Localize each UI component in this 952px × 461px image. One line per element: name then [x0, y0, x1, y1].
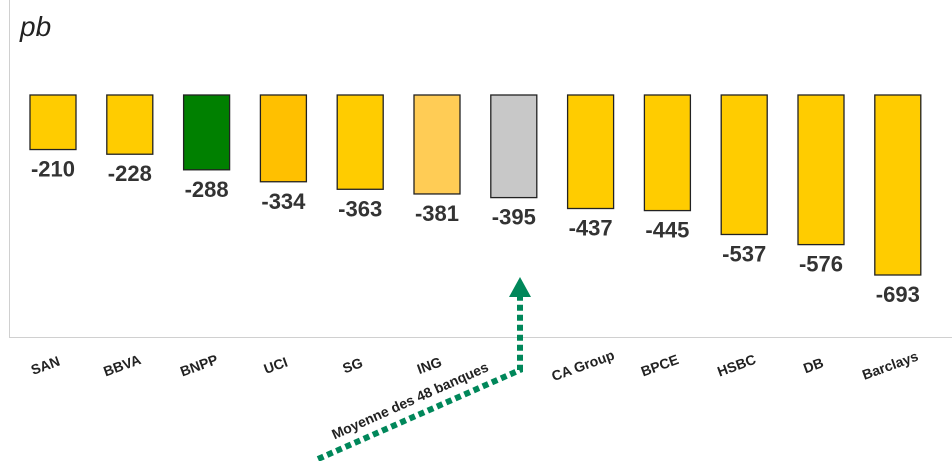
value-label-6: -395	[492, 205, 536, 230]
annotation-arrow-line	[316, 296, 523, 461]
value-label-8: -445	[645, 218, 689, 243]
value-label-5: -381	[415, 201, 459, 226]
annotation-arrow-head	[509, 277, 531, 297]
plot-area-frame	[9, 0, 952, 338]
value-labels: -210 -228 -288 -334 -363 -381 -395 -437 -445 -537…	[31, 157, 920, 307]
bar-0	[29, 94, 77, 151]
bar-11	[874, 94, 922, 276]
unit-label: pb	[19, 11, 51, 42]
category-label-9: HSBC	[715, 351, 758, 380]
bar-5	[413, 94, 461, 195]
value-label-4: -363	[338, 196, 382, 221]
category-label-7: CA Group	[549, 347, 616, 384]
value-label-11: -693	[876, 282, 920, 307]
category-label-11: Barclays	[860, 348, 921, 383]
category-label-10: DB	[801, 354, 825, 376]
bar-3	[259, 94, 308, 183]
category-label-4: SG	[340, 354, 365, 376]
bars	[29, 94, 922, 276]
bar-1	[106, 94, 154, 155]
category-label-1: BBVA	[101, 351, 143, 379]
value-label-9: -537	[722, 241, 766, 266]
bar-6	[490, 94, 538, 199]
category-label-5: ING	[415, 353, 444, 377]
value-label-2: -288	[185, 177, 229, 202]
category-label-3: UCI	[262, 354, 290, 377]
bar-7	[566, 94, 615, 210]
bar-9	[720, 94, 768, 236]
value-label-10: -576	[799, 252, 843, 277]
category-label-8: BPCE	[639, 351, 681, 379]
category-label-2: BNPP	[178, 351, 220, 379]
bar-8	[643, 94, 692, 212]
bar-4	[336, 94, 384, 190]
category-label-0: SAN	[29, 353, 62, 378]
value-label-3: -334	[261, 189, 306, 214]
value-label-0: -210	[31, 157, 75, 182]
value-label-1: -228	[108, 161, 152, 186]
bar-2	[182, 94, 231, 171]
value-label-7: -437	[569, 216, 613, 241]
bar-10	[797, 94, 845, 246]
